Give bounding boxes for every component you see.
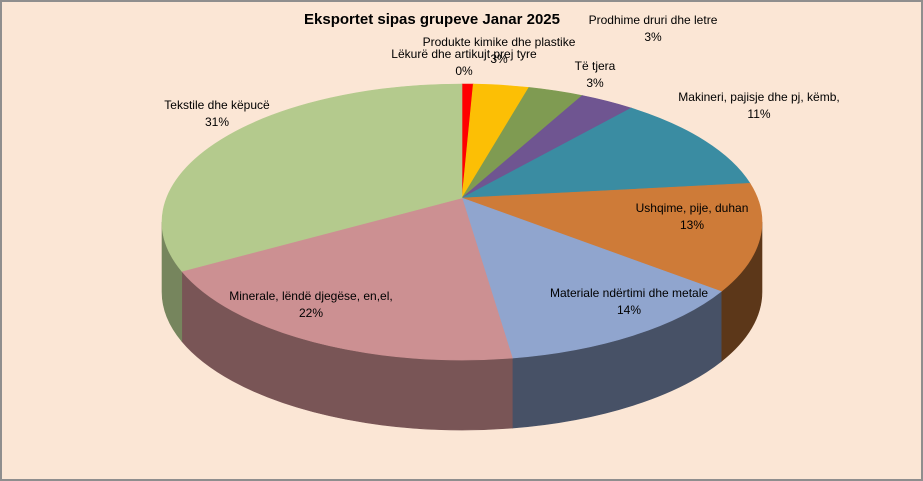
slice-label-4: Makineri, pajisje dhe pj, këmb, 11% (678, 89, 839, 123)
slice-label-pct: 14% (616, 303, 642, 317)
slice-label-text: Ushqime, pije, duhan (635, 201, 749, 215)
slice-label-pct: 0% (455, 64, 473, 78)
pie-slice-7 (181, 197, 513, 361)
slice-label-text: Lëkurë dhe artikujt prej tyre (391, 47, 537, 61)
chart-title: Eksportet sipas grupeve Janar 2025 (304, 11, 560, 28)
slice-label-1: Produkte kimike dhe plastike 3% (423, 34, 576, 68)
slice-label-pct: 31% (204, 115, 230, 129)
slice-label-text: Materiale ndërtimi dhe metale (549, 286, 709, 300)
slice-label-pct: 3% (490, 52, 508, 66)
slice-label-5: Ushqime, pije, duhan 13% (636, 200, 749, 234)
slice-label-pct: 13% (679, 218, 705, 232)
slice-label-3: Të tjera 3% (575, 58, 616, 92)
slice-label-pct: 3% (586, 76, 604, 90)
slice-label-8: Tekstile dhe këpucë 31% (164, 97, 269, 131)
pie-slice-4 (461, 107, 751, 199)
pie-slice-5 (461, 183, 763, 292)
slice-label-text: Minerale, lëndë djegëse, en,el, (229, 289, 393, 303)
slice-label-0: Lëkurë dhe artikujt prej tyre 0% (391, 46, 536, 80)
slice-label-text: Produkte kimike dhe plastike (422, 35, 576, 49)
slice-label-pct: 3% (644, 30, 662, 44)
slice-label-text: Të tjera (574, 59, 616, 73)
slice-label-6: Materiale ndërtimi dhe metale 14% (550, 285, 708, 319)
pie-slice-8 (161, 83, 463, 272)
slice-label-text: Prodhime druri dhe letre (588, 13, 718, 27)
pie-slice-6 (461, 197, 722, 359)
slice-label-text: Makineri, pajisje dhe pj, këmb, (678, 90, 840, 104)
slice-label-pct: 11% (747, 107, 771, 121)
slice-label-2: Prodhime druri dhe letre 3% (589, 12, 718, 46)
slice-label-7: Minerale, lëndë djegëse, en,el, 22% (229, 288, 392, 322)
slice-label-pct: 22% (298, 306, 324, 320)
slice-label-text: Tekstile dhe këpucë (164, 98, 270, 112)
